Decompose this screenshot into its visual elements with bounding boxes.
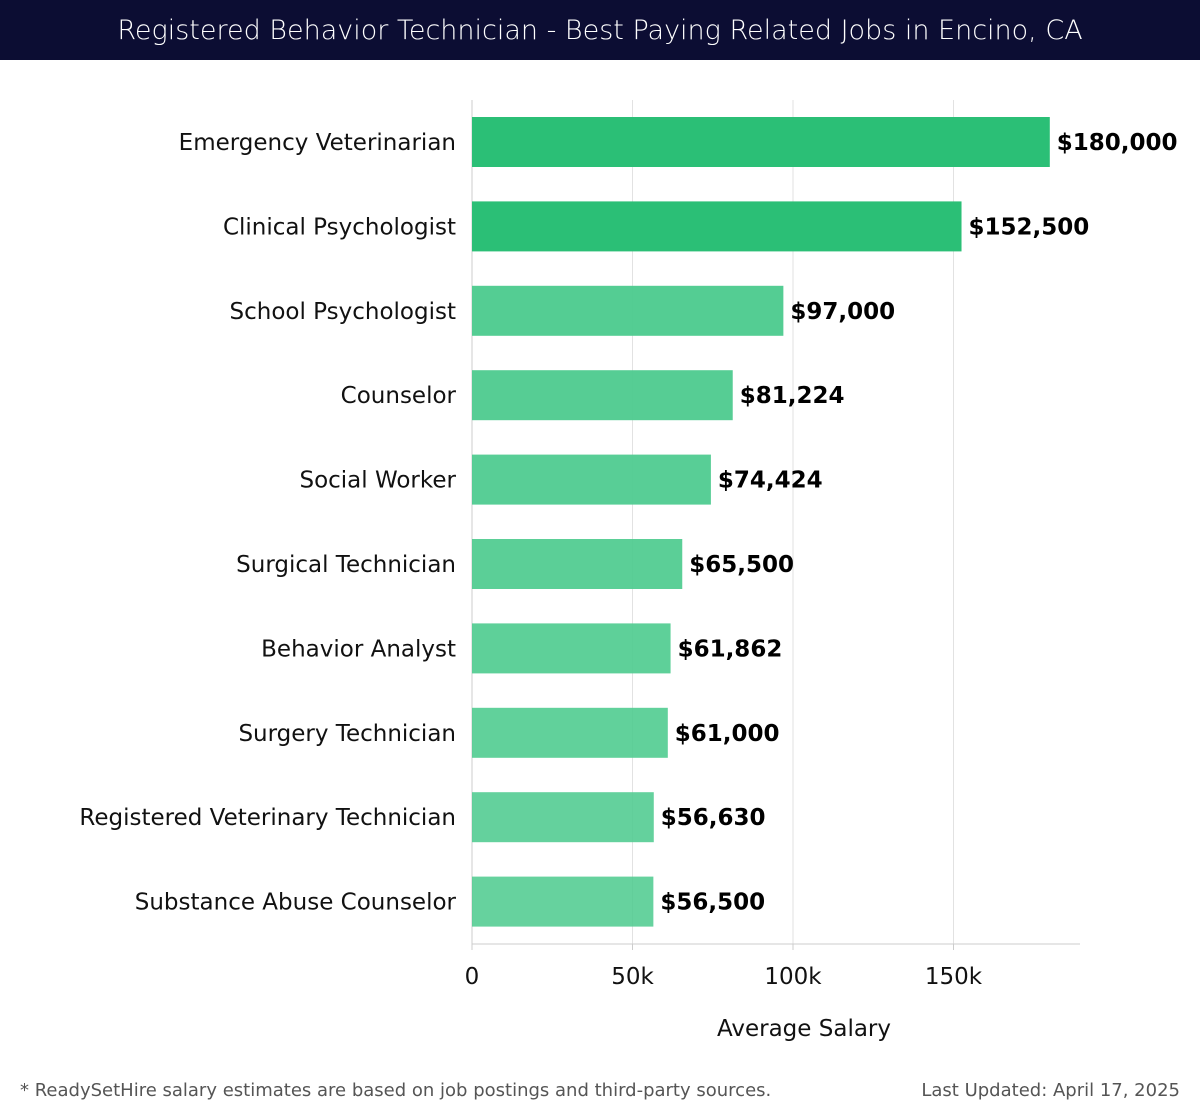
- x-axis-title: Average Salary: [717, 1016, 891, 1042]
- category-label: Registered Veterinary Technician: [79, 805, 456, 831]
- value-label: $56,500: [660, 890, 765, 916]
- value-label: $180,000: [1057, 130, 1178, 156]
- value-label: $81,224: [740, 383, 845, 409]
- category-label: Surgical Technician: [236, 552, 456, 578]
- category-label: Counselor: [341, 383, 457, 409]
- bar: [472, 201, 962, 252]
- value-label: $56,630: [661, 805, 766, 831]
- category-label: Social Worker: [299, 468, 456, 494]
- x-tick-label: 50k: [611, 964, 654, 990]
- bar: [472, 370, 733, 421]
- bar: [472, 539, 683, 589]
- category-label: Emergency Veterinarian: [179, 130, 456, 156]
- x-tick-label: 0: [465, 964, 480, 990]
- category-label: Clinical Psychologist: [223, 214, 456, 240]
- chart-title: Registered Behavior Technician - Best Pa…: [117, 14, 1083, 46]
- category-label: Behavior Analyst: [261, 636, 456, 662]
- footer-note: * ReadySetHire salary estimates are base…: [20, 1080, 772, 1101]
- bar: [472, 792, 654, 843]
- bar: [472, 454, 711, 505]
- value-label: $65,500: [689, 552, 794, 578]
- value-label: $61,862: [678, 636, 783, 662]
- bar: [472, 876, 654, 927]
- x-tick-label: 150k: [925, 964, 983, 990]
- last-updated: Last Updated: April 17, 2025: [921, 1080, 1180, 1101]
- category-label: Surgery Technician: [238, 721, 456, 747]
- bar: [472, 285, 784, 336]
- value-label: $152,500: [969, 214, 1090, 240]
- category-label: Substance Abuse Counselor: [135, 890, 457, 916]
- bar: [472, 623, 671, 674]
- x-tick-label: 100k: [764, 964, 822, 990]
- bar-chart: 0 50k 100k 150k Average Salary Emergency Vete…: [79, 100, 1178, 1042]
- value-label: $61,000: [675, 721, 780, 747]
- category-label: School Psychologist: [230, 299, 456, 325]
- bar: [472, 117, 1050, 167]
- value-label: $74,424: [718, 468, 823, 494]
- bar: [472, 707, 668, 758]
- chart-title-bar: Registered Behavior Technician - Best Pa…: [0, 0, 1200, 60]
- value-label: $97,000: [790, 299, 895, 325]
